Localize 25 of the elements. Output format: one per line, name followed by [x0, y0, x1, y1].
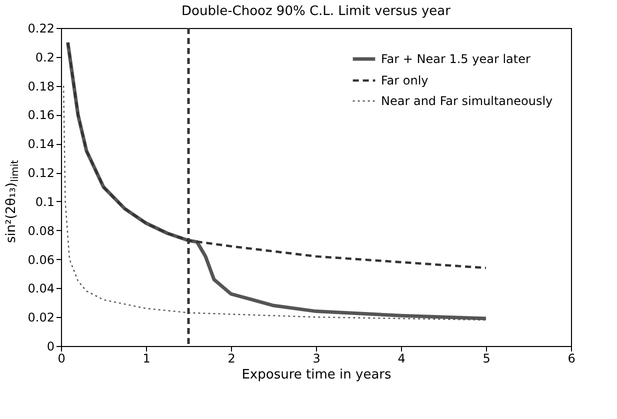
legend-label: Far only [381, 74, 428, 88]
y-tick-label: 0.06 [28, 252, 54, 267]
x-axis-title: Exposure time in years [242, 368, 392, 382]
x-tick-label: 3 [312, 352, 320, 366]
chart-title: Double-Chooz 90% C.L. Limit versus year [182, 4, 452, 19]
y-tick-label: 0.16 [28, 108, 54, 122]
x-tick-label: 5 [482, 352, 490, 366]
y-axis-title: sin²(2θ₁₃)limit [4, 160, 21, 243]
x-tick-label: 4 [398, 352, 406, 366]
x-tick-label: 0 [58, 352, 66, 366]
y-tick-label: 0.02 [28, 310, 54, 325]
y-tick-label: 0.08 [28, 224, 54, 238]
y-tick-label: 0.04 [28, 282, 54, 296]
legend-label: Far + Near 1.5 year later [381, 52, 530, 66]
y-tick-label: 0 [46, 340, 54, 354]
y-tick-label: 0.22 [28, 22, 54, 36]
y-tick-label: 0.14 [28, 137, 54, 152]
y-tick-label: 0.2 [35, 50, 54, 64]
x-tick-label: 2 [228, 352, 236, 366]
y-tick-label: 0.12 [28, 166, 54, 180]
y-tick-label: 0.1 [35, 194, 54, 209]
y-tick-label: 0.18 [28, 79, 54, 94]
x-tick-label: 6 [568, 352, 576, 366]
x-tick-label: 1 [142, 352, 150, 366]
legend-label: Near and Far simultaneously [381, 94, 553, 108]
